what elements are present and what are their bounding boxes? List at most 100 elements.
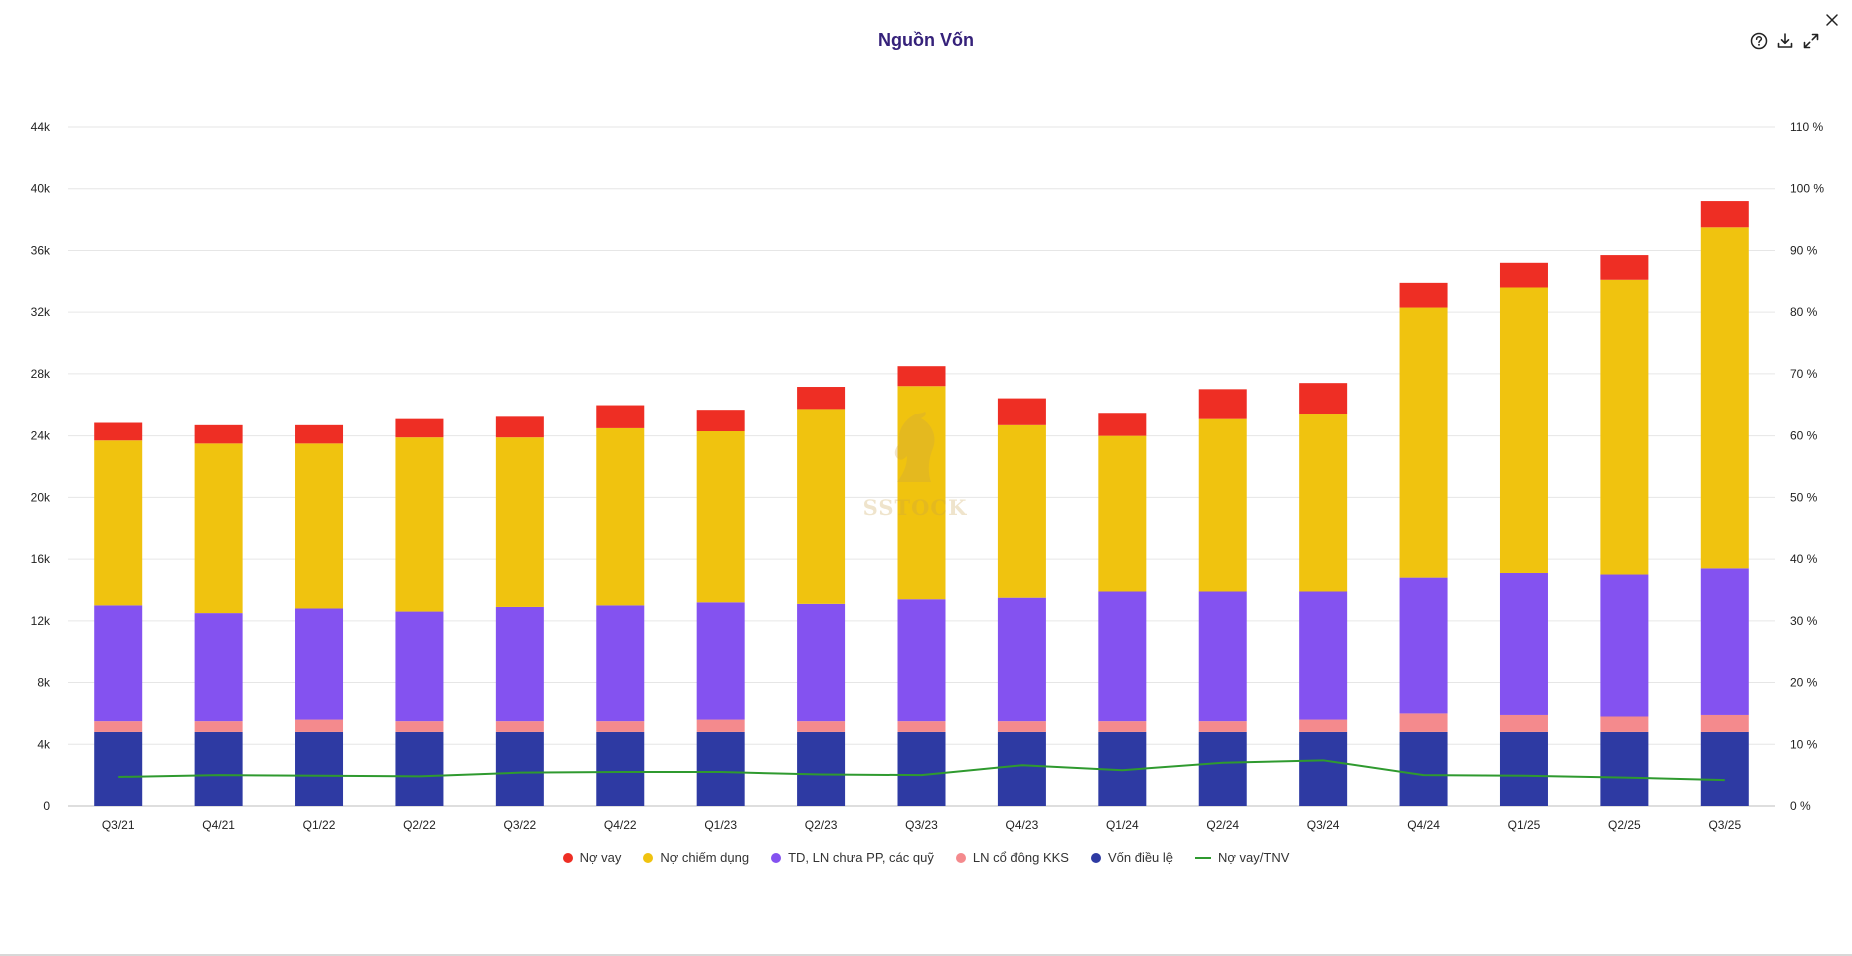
- bar-segment: [1700, 201, 1749, 228]
- bar-stack: [495, 416, 544, 806]
- bar-segment: [997, 424, 1046, 598]
- bar-segment: [596, 605, 645, 722]
- bar-segment: [797, 731, 846, 806]
- bar-segment: [295, 424, 344, 444]
- right-axis-tick-label: 0 %: [1790, 799, 1811, 813]
- bar-segment: [295, 608, 344, 720]
- bar-segment: [696, 602, 745, 720]
- x-axis-tick-label: Q3/22: [504, 818, 537, 832]
- bar-segment: [94, 721, 143, 732]
- left-axis-tick-label: 8k: [37, 676, 51, 690]
- bar-segment: [696, 431, 745, 603]
- bar-segment: [1098, 435, 1147, 592]
- bar-segment: [1198, 721, 1247, 732]
- bar-segment: [696, 719, 745, 732]
- bar-segment: [997, 597, 1046, 722]
- bar-segment: [1399, 577, 1448, 714]
- bar-stack: [1700, 201, 1749, 806]
- legend-label: LN cổ đông KKS: [972, 850, 1069, 865]
- x-axis-tick-label: Q3/25: [1708, 818, 1741, 832]
- bar-segment: [1499, 262, 1548, 288]
- x-axis-tick-label: Q2/23: [805, 818, 838, 832]
- right-axis-tick-label: 80 %: [1790, 305, 1818, 319]
- bar-segment: [1600, 574, 1649, 717]
- bar-segment: [797, 387, 846, 410]
- download-icon: [1777, 33, 1793, 48]
- bar-segment: [1600, 255, 1649, 280]
- expand-button[interactable]: [1800, 30, 1822, 52]
- bar-segment: [997, 398, 1046, 425]
- bar-segment: [897, 386, 946, 600]
- bar-segment: [997, 731, 1046, 806]
- legend-swatch: [562, 852, 573, 863]
- bar-segment: [1098, 721, 1147, 732]
- x-axis-tick-label: Q3/24: [1307, 818, 1340, 832]
- bar-segment: [696, 731, 745, 806]
- bar-stack: [395, 418, 444, 806]
- right-y-axis: 0 % 10 % 20 % 30 % 40 % 50 % 60 % 70 % 80 % 90 % 1…: [1790, 120, 1824, 813]
- bar-segment: [1700, 714, 1749, 732]
- bar-segment: [897, 721, 946, 732]
- left-axis-tick-label: 12k: [31, 614, 51, 628]
- help-button[interactable]: [1748, 30, 1770, 52]
- legend-item-von-dieu-le[interactable]: Vốn điều lệ: [1090, 850, 1173, 865]
- bar-segment: [94, 731, 143, 806]
- bar-segment: [596, 427, 645, 606]
- bar-segment: [897, 731, 946, 806]
- x-axis-tick-label: Q4/23: [1006, 818, 1039, 832]
- bar-segment: [596, 405, 645, 428]
- bar-segment: [596, 721, 645, 732]
- bar-segment: [1299, 591, 1348, 720]
- close-icon: [1826, 14, 1838, 26]
- bar-segment: [295, 731, 344, 806]
- legend-item-ln-co-dong[interactable]: LN cổ đông KKS: [955, 850, 1069, 865]
- card-bottom-border: [0, 954, 1852, 956]
- bar-segment: [696, 410, 745, 432]
- left-axis-tick-label: 16k: [31, 552, 51, 566]
- right-axis-tick-label: 60 %: [1790, 429, 1818, 443]
- bar-segment: [495, 721, 544, 732]
- left-axis-tick-label: 44k: [31, 120, 51, 134]
- bar-stack: [1600, 255, 1649, 806]
- bar-segment: [1399, 282, 1448, 308]
- bar-segment: [295, 719, 344, 732]
- bar-segment: [395, 418, 444, 438]
- ratio-line-path: [118, 759, 1725, 782]
- bar-segment: [1299, 731, 1348, 806]
- legend-item-no-vay[interactable]: Nợ vay: [562, 850, 621, 865]
- bar-stack: [1299, 383, 1348, 806]
- bar-segment: [495, 416, 544, 438]
- x-axis-tick-label: Q4/24: [1407, 818, 1440, 832]
- legend-swatch: [1195, 856, 1212, 859]
- bar-stack: [295, 424, 344, 806]
- legend-item-ratio[interactable]: Nợ vay/TNV: [1195, 850, 1289, 865]
- right-axis-tick-label: 100 %: [1790, 182, 1824, 196]
- legend-item-no-chiem-dung[interactable]: Nợ chiếm dụng: [643, 850, 749, 865]
- x-axis-tick-label: Q3/23: [905, 818, 938, 832]
- bar-segment: [1198, 591, 1247, 722]
- legend-swatch: [643, 852, 654, 863]
- right-axis-tick-label: 90 %: [1790, 243, 1818, 257]
- bar-stack: [997, 398, 1046, 806]
- bar-segment: [495, 606, 544, 722]
- download-button[interactable]: [1774, 30, 1796, 52]
- left-axis-tick-label: 24k: [31, 429, 51, 443]
- close-button[interactable]: [1822, 10, 1842, 30]
- bar-segment: [94, 605, 143, 722]
- bar-segment: [495, 731, 544, 806]
- left-axis-tick-label: 36k: [31, 243, 51, 257]
- bar-segment: [194, 731, 243, 806]
- bar-segment: [797, 409, 846, 604]
- x-axis: Q3/21 Q4/21 Q1/22 Q2/22 Q3/22 Q4/22 Q1/23 Q2/23…: [102, 818, 1742, 832]
- bar-stack: [1098, 413, 1147, 806]
- right-axis-tick-label: 50 %: [1790, 490, 1818, 504]
- right-axis-tick-label: 30 %: [1790, 614, 1818, 628]
- bar-stack: [94, 422, 143, 806]
- bar-segment: [1600, 279, 1649, 575]
- x-axis-tick-label: Q1/24: [1106, 818, 1139, 832]
- legend-item-td-ln[interactable]: TD, LN chưa PP, các quỹ: [771, 850, 934, 865]
- bar-segment: [194, 443, 243, 614]
- bar-segment: [1600, 731, 1649, 806]
